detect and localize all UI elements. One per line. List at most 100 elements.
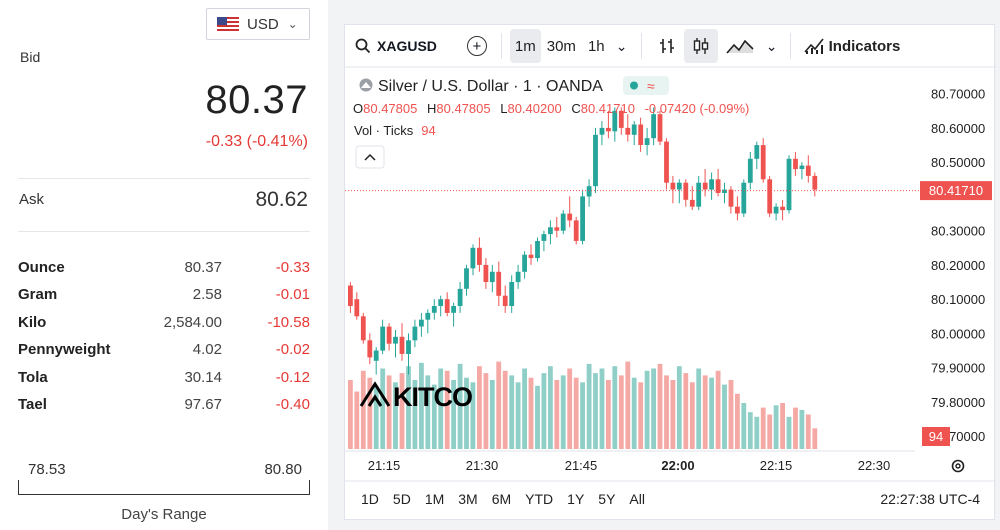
open-label: O [353, 101, 363, 116]
range-5y[interactable]: 5Y [598, 491, 616, 507]
close-value: 80.41710 [581, 101, 635, 116]
currency-select[interactable]: USD ⌄ [206, 8, 310, 40]
approx-icon: ≈ [647, 78, 655, 94]
y-tick-label: 80.70000 [931, 87, 985, 102]
indicators-button[interactable]: Indicators [803, 29, 901, 63]
volume-bar [683, 373, 689, 449]
volume-bar [541, 373, 547, 449]
bid-change: -0.33 (-0.41%) [205, 133, 308, 150]
area-chart-icon[interactable] [718, 29, 762, 63]
candle-body [631, 124, 637, 135]
candle-body [560, 213, 566, 231]
volume-bar [380, 368, 386, 449]
volume-bar [696, 368, 702, 449]
symbol-search[interactable]: XAGUSD [355, 29, 437, 63]
volume-bar [393, 382, 398, 449]
candle-body [393, 336, 398, 344]
volume-bar [483, 373, 489, 449]
compare-plus-icon[interactable]: + [466, 36, 487, 56]
unit-change: -10.58 [267, 313, 310, 331]
volume-bar [657, 363, 663, 449]
volume-bar [457, 363, 463, 449]
indicators-label: Indicators [828, 37, 901, 55]
kitco-watermark: KITCO [359, 381, 473, 412]
low-label: L [500, 101, 507, 116]
unit-change: -0.12 [275, 368, 310, 386]
market-status-badge [623, 76, 669, 95]
candle-body [638, 124, 644, 145]
days-range-label: Day's Range [121, 506, 207, 523]
range-1d[interactable]: 1D [361, 491, 379, 507]
y-tick-label: 80.50000 [931, 155, 985, 170]
interval-chevron-icon[interactable]: ⌄ [615, 37, 628, 54]
volume-bar [599, 368, 605, 449]
range-1m[interactable]: 1M [424, 491, 445, 507]
candle-body [367, 340, 373, 358]
volume-bar [709, 377, 714, 449]
volume-bar [805, 414, 811, 449]
candle-body [567, 213, 573, 221]
volume-bar [638, 382, 644, 449]
price-chart: 80.70000 80.60000 80.50000 80.30000 80.20000… [345, 66, 996, 482]
unit-change: -0.40 [275, 395, 310, 413]
candle-body [444, 299, 450, 313]
interval-30m[interactable]: 30m [546, 37, 576, 55]
days-range-high: 80.80 [264, 461, 302, 478]
unit-row: Pennyweight 4.02 -0.02 [18, 338, 310, 365]
range-ytd[interactable]: YTD [525, 491, 554, 507]
candle-body [709, 179, 714, 190]
candle-body [406, 340, 411, 354]
range-3m[interactable]: 3M [458, 491, 478, 507]
x-tick-label: 21:30 [466, 458, 499, 473]
candle-body [457, 288, 463, 306]
candle-body [470, 247, 476, 269]
candles-icon[interactable] [683, 29, 718, 63]
y-tick-label: 79.90000 [931, 361, 985, 376]
candle-body [502, 295, 508, 306]
candle-body [754, 145, 760, 159]
unit-name: Tael [18, 395, 47, 413]
legend: Silver / U.S. Dollar · 1 · OANDA ≈ O80.4… [353, 76, 749, 169]
low-value: 80.40200 [507, 101, 561, 116]
ohlc-row: O80.47805 H80.47805 L80.40200 C80.41710 … [353, 101, 749, 116]
volume-bar [593, 373, 598, 449]
candle-body [522, 254, 527, 272]
candle-body [625, 127, 631, 135]
volume-bar [625, 361, 631, 449]
range-5d[interactable]: 5D [392, 491, 411, 507]
interval-1m[interactable]: 1m [509, 29, 541, 63]
market-open-dot [630, 81, 638, 90]
candle-body [586, 186, 592, 197]
candle-body [799, 165, 805, 169]
unit-name: Pennyweight [18, 341, 111, 359]
volume-bar [406, 366, 411, 449]
volume-bar [631, 377, 637, 449]
candle-body [451, 306, 456, 313]
last-price-text: 80.41710 [929, 183, 983, 198]
range-all[interactable]: All [629, 491, 645, 507]
volume-label-row: Vol · Ticks 94 [354, 123, 436, 138]
high-label: H [427, 101, 436, 116]
volume-bar [586, 363, 592, 449]
chart-type-chevron-icon[interactable]: ⌄ [765, 37, 778, 54]
y-tick-label: 79.70000 [931, 429, 985, 444]
candle-body [380, 326, 386, 351]
volume-bar [567, 368, 573, 449]
range-1y[interactable]: 1Y [567, 491, 585, 507]
us-flag-icon [217, 17, 239, 31]
unit-change: -0.33 [275, 259, 310, 276]
volume-bar [689, 382, 695, 449]
candle-body [657, 114, 663, 142]
search-icon [355, 38, 371, 54]
chart-toolbar: XAGUSD + 1m 30m 1h ⌄ ⌄ Indicators [345, 25, 994, 67]
bars-icon[interactable] [650, 29, 684, 63]
volume-bar [651, 368, 656, 449]
range-6m[interactable]: 6M [491, 491, 512, 507]
chevron-down-icon: ⌄ [287, 17, 298, 31]
volume-bar [431, 384, 437, 449]
volume-bar [573, 377, 579, 449]
divider [18, 231, 310, 232]
interval-1h[interactable]: 1h [587, 37, 605, 55]
unit-row: Tola 30.14 -0.12 [18, 366, 310, 393]
unit-change: -0.02 [275, 341, 310, 359]
